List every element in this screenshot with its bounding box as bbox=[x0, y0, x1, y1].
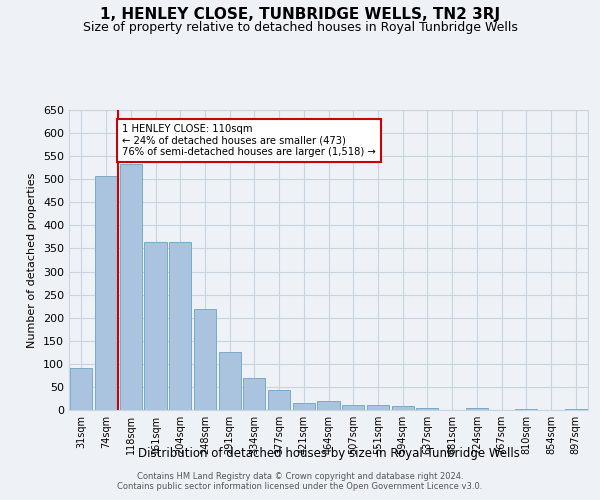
Bar bbox=[392, 406, 414, 410]
Bar bbox=[268, 390, 290, 410]
Bar bbox=[169, 242, 191, 410]
Bar bbox=[218, 352, 241, 410]
Bar bbox=[194, 310, 216, 410]
Text: 1, HENLEY CLOSE, TUNBRIDGE WELLS, TN2 3RJ: 1, HENLEY CLOSE, TUNBRIDGE WELLS, TN2 3R… bbox=[100, 8, 500, 22]
Bar bbox=[342, 406, 364, 410]
Bar bbox=[95, 176, 117, 410]
Text: Size of property relative to detached houses in Royal Tunbridge Wells: Size of property relative to detached ho… bbox=[83, 21, 517, 34]
Bar bbox=[70, 368, 92, 410]
Bar bbox=[515, 408, 538, 410]
Bar bbox=[367, 406, 389, 410]
Bar bbox=[145, 242, 167, 410]
Bar bbox=[317, 401, 340, 410]
Bar bbox=[565, 408, 587, 410]
Bar bbox=[416, 408, 439, 410]
Text: Contains public sector information licensed under the Open Government Licence v3: Contains public sector information licen… bbox=[118, 482, 482, 491]
Bar bbox=[293, 403, 315, 410]
Bar bbox=[466, 408, 488, 410]
Text: 1 HENLEY CLOSE: 110sqm
← 24% of detached houses are smaller (473)
76% of semi-de: 1 HENLEY CLOSE: 110sqm ← 24% of detached… bbox=[122, 124, 376, 157]
Bar bbox=[119, 164, 142, 410]
Y-axis label: Number of detached properties: Number of detached properties bbox=[28, 172, 37, 348]
Text: Contains HM Land Registry data © Crown copyright and database right 2024.: Contains HM Land Registry data © Crown c… bbox=[137, 472, 463, 481]
Bar bbox=[243, 378, 265, 410]
Text: Distribution of detached houses by size in Royal Tunbridge Wells: Distribution of detached houses by size … bbox=[138, 448, 520, 460]
